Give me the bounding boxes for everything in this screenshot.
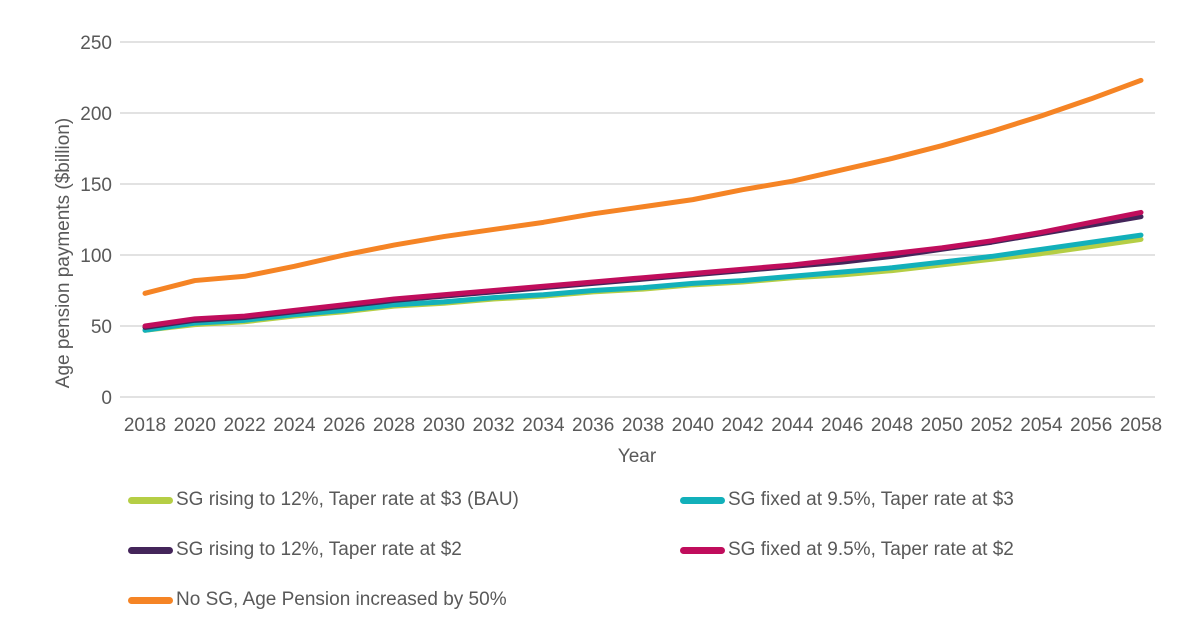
y-axis-title: Age pension payments ($billion) [53,117,74,389]
x-tick-label-2038: 2038 [622,415,664,436]
x-tick-label-2018: 2018 [124,415,166,436]
x-tick-label-2050: 2050 [921,415,963,436]
series-line-3 [142,209,1144,329]
x-tick-label-2056: 2056 [1070,415,1112,436]
x-tick-label-2032: 2032 [472,415,514,436]
legend-swatch-crimson [680,546,725,554]
legend-swatch-orange [128,596,173,604]
x-tick-label-2020: 2020 [174,415,216,436]
legend-label: SG rising to 12%, Taper rate at $2 [176,539,462,560]
legend-row: No SG, Age Pension increased by 50% [0,575,1200,625]
x-tick-label-2024: 2024 [273,415,316,436]
legend-swatch-purple [128,546,173,554]
x-tick-label-2052: 2052 [970,415,1012,436]
legend-row: SG rising to 12%, Taper rate at $3 (BAU)… [0,475,1200,525]
y-tick-label-200: 200 [80,104,112,125]
legend-item-no-sg-pension-increased: No SG, Age Pension increased by 50% [128,575,507,625]
y-tick-label-150: 150 [80,175,112,196]
x-tick-label-2026: 2026 [323,415,365,436]
y-tick-label-0: 0 [101,388,112,409]
legend-item-sg-rising-12-taper-3-bau: SG rising to 12%, Taper rate at $3 (BAU) [128,475,519,525]
legend-item-sg-fixed-95-taper-2: SG fixed at 9.5%, Taper rate at $2 [680,525,1014,575]
y-tick-label-100: 100 [80,246,112,267]
legend-swatch-green [128,496,173,504]
x-tick-label-2028: 2028 [373,415,415,436]
x-tick-label-2040: 2040 [672,415,714,436]
x-tick-label-2054: 2054 [1020,415,1063,436]
legend: SG rising to 12%, Taper rate at $3 (BAU)… [0,475,1200,625]
x-tick-label-2034: 2034 [522,415,565,436]
legend-label: No SG, Age Pension increased by 50% [176,589,507,610]
legend-row: SG rising to 12%, Taper rate at $2 SG fi… [0,525,1200,575]
x-tick-label-2042: 2042 [721,415,763,436]
x-tick-label-2030: 2030 [423,415,465,436]
series-line-4 [142,77,1144,296]
x-tick-label-2046: 2046 [821,415,863,436]
legend-item-sg-rising-12-taper-2: SG rising to 12%, Taper rate at $2 [128,525,462,575]
legend-label: SG rising to 12%, Taper rate at $3 (BAU) [176,489,519,510]
legend-item-sg-fixed-95-taper-3: SG fixed at 9.5%, Taper rate at $3 [680,475,1014,525]
x-tick-label-2022: 2022 [223,415,265,436]
x-tick-label-2044: 2044 [771,415,814,436]
x-tick-label-2048: 2048 [871,415,913,436]
y-tick-label-250: 250 [80,33,112,54]
x-axis-title: Year [617,446,657,467]
y-tick-label-50: 50 [91,317,112,338]
legend-swatch-teal [680,496,725,504]
legend-label: SG fixed at 9.5%, Taper rate at $3 [728,489,1014,510]
series-line-1 [142,232,1144,333]
x-tick-label-2036: 2036 [572,415,614,436]
legend-label: SG fixed at 9.5%, Taper rate at $2 [728,539,1014,560]
x-tick-label-2058: 2058 [1120,415,1162,436]
